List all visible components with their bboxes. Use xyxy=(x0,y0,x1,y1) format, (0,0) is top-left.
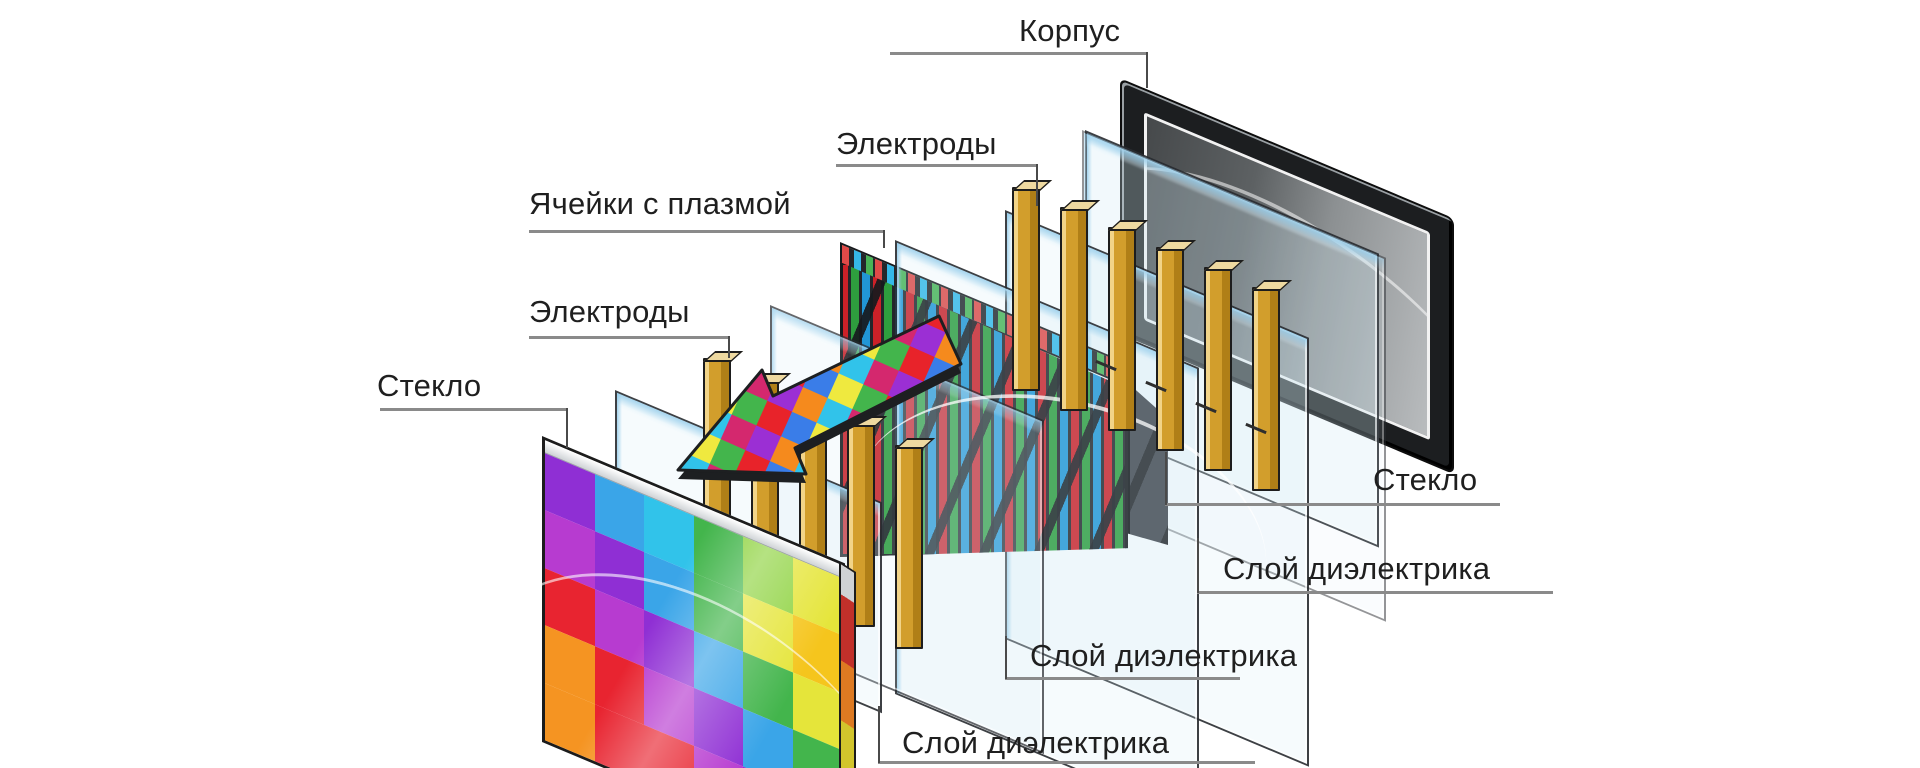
connector-glass-left xyxy=(380,408,568,411)
label-electrodes-left: Электроды xyxy=(529,294,690,329)
connector-dielectric-mid xyxy=(1005,677,1240,680)
back-electrode-bar xyxy=(1060,207,1088,411)
connector-glass-left xyxy=(566,408,568,448)
connector-electrodes-left xyxy=(529,336,730,339)
connector-dielectric-front xyxy=(878,706,880,763)
connector-electrodes-top xyxy=(1036,164,1038,206)
connector-korpus xyxy=(1146,52,1148,88)
connector-glass-right xyxy=(1165,503,1500,506)
connector-dielectric-front xyxy=(878,761,1255,764)
back-electrode-bar xyxy=(1204,267,1232,471)
screen-side-face xyxy=(839,561,856,768)
connector-glass-right xyxy=(1165,452,1167,505)
label-dielectric-right: Слой диэлектрика xyxy=(1223,551,1491,586)
connector-electrodes-left xyxy=(728,336,730,358)
label-plasma-cells: Ячейки с плазмой xyxy=(529,186,791,221)
label-glass-left: Стекло xyxy=(377,368,482,403)
label-dielectric-mid: Слой диэлектрика xyxy=(1030,638,1298,673)
back-electrode-bar xyxy=(1012,187,1040,391)
connector-electrodes-top xyxy=(836,164,1038,167)
label-korpus: Корпус xyxy=(1019,13,1121,48)
connector-dielectric-mid xyxy=(1005,636,1007,679)
connector-korpus xyxy=(890,52,1148,55)
label-electrodes-top: Электроды xyxy=(836,126,997,161)
back-electrode-bar xyxy=(1156,247,1184,451)
label-dielectric-front: Слой диэлектрика xyxy=(902,725,1170,760)
arrow-top xyxy=(676,314,963,476)
connector-plasma-cells xyxy=(529,230,885,233)
back-electrode-bar xyxy=(1108,227,1136,431)
back-electrode-bar xyxy=(1252,287,1280,491)
connector-dielectric-right xyxy=(1197,538,1199,593)
connector-dielectric-right xyxy=(1197,591,1553,594)
connector-plasma-cells xyxy=(883,230,885,248)
front-electrode-bar xyxy=(895,445,923,649)
label-glass-right: Стекло xyxy=(1373,462,1478,497)
